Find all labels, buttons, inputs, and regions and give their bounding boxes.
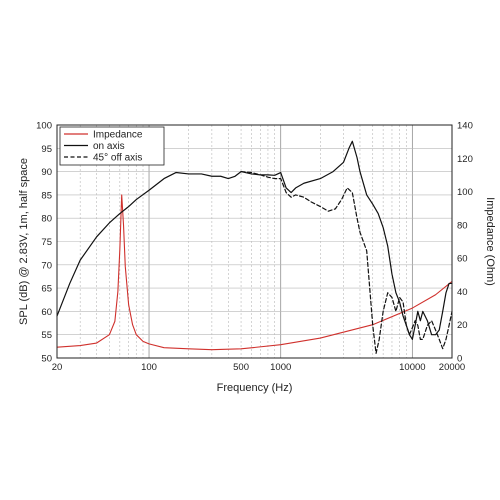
x-tick-label: 100 xyxy=(141,362,157,373)
x-axis-title: Frequency (Hz) xyxy=(217,382,293,394)
y-axis-right-title: Impedance (Ohm) xyxy=(484,197,496,286)
y-left-tick-label: 75 xyxy=(41,237,52,248)
y-right-tick-label: 60 xyxy=(457,254,468,265)
series-line-on-axis xyxy=(56,140,453,340)
x-tick-label: 20000 xyxy=(439,362,465,373)
y-left-tick-label: 100 xyxy=(36,121,52,132)
y-left-tick-label: 60 xyxy=(41,307,52,318)
legend-label-off-axis: 45° off axis xyxy=(93,153,142,164)
y-left-tick-label: 95 xyxy=(41,144,52,155)
legend: Impedance on axis 45° off axis xyxy=(59,126,165,166)
tick-layer: 20 100 500 1000 10000 20000505560657075808590… xyxy=(36,121,473,374)
y-left-tick-label: 65 xyxy=(41,284,52,295)
y-right-tick-label: 120 xyxy=(457,154,473,165)
y-right-tick-label: 80 xyxy=(457,220,468,231)
legend-label-impedance: Impedance xyxy=(93,130,143,141)
x-tick-label: 10000 xyxy=(399,362,425,373)
series-layer xyxy=(56,140,453,354)
plot-frame xyxy=(56,124,453,359)
y-right-tick-label: 40 xyxy=(457,287,468,298)
x-tick-label: 20 xyxy=(52,362,63,373)
y-right-tick-label: 20 xyxy=(457,320,468,331)
y-left-tick-label: 50 xyxy=(41,354,52,365)
y-right-tick-label: 0 xyxy=(457,354,462,365)
series-line-off-axis xyxy=(240,171,453,354)
y-left-tick-label: 55 xyxy=(41,330,52,341)
y-left-tick-label: 90 xyxy=(41,167,52,178)
y-left-tick-label: 80 xyxy=(41,214,52,225)
x-tick-label: 1000 xyxy=(270,362,291,373)
y-left-tick-label: 85 xyxy=(41,190,52,201)
y-left-tick-label: 70 xyxy=(41,260,52,271)
series-line-impedance xyxy=(56,194,453,351)
y-axis-left-title: SPL (dB) @ 2.83V, 1m, half space xyxy=(18,158,30,325)
grid-layer xyxy=(57,125,452,358)
y-right-tick-label: 100 xyxy=(457,187,473,198)
y-right-tick-label: 140 xyxy=(457,121,473,132)
x-tick-label: 500 xyxy=(233,362,249,373)
legend-label-on-axis: on axis xyxy=(93,141,125,152)
